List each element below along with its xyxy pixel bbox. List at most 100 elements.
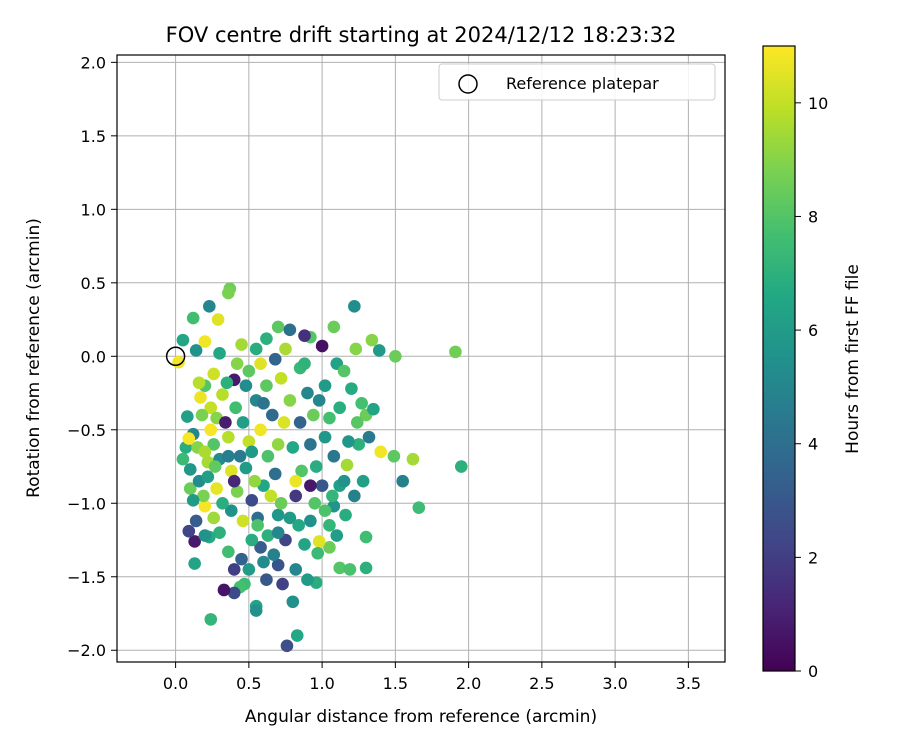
scatter-point [268,352,282,366]
scatter-point [227,586,241,600]
scatter-point [389,349,402,363]
scatter-point [181,410,194,423]
scatter-point [449,345,462,359]
scatter-point [182,432,196,445]
scatter-point [343,563,357,576]
scatter-point [198,445,212,459]
scatter-point [239,461,253,475]
scatter-point [188,557,201,570]
scatter-point [387,449,401,463]
colorbar-tick-label: 6 [808,321,818,340]
scatter-point [242,563,256,576]
y-axis-label: Rotation from reference (arcmin) [24,218,44,498]
legend-entry-reference: Reference platepar [506,74,659,93]
data-points [172,282,468,653]
scatter-point [245,494,259,507]
y-tick-label: −1.0 [67,494,106,513]
scatter-point [195,408,209,422]
scatter-point [207,367,220,381]
scatter-point [204,423,218,437]
scatter-point [264,489,278,503]
scatter-point [340,458,354,472]
scatter-point [339,508,352,522]
legend-box [438,63,716,101]
y-tick-label: 0.5 [81,274,106,293]
scatter-point [286,595,300,609]
scatter-point [348,300,361,313]
scatter-point [189,344,203,357]
scatter-point [289,474,303,488]
scatter-point [268,467,282,481]
y-tick-label: −1.5 [67,568,106,587]
scatter-point [323,519,336,532]
scatter-point [330,529,344,542]
scatter-point [356,474,370,488]
legend: Reference platepar [438,63,716,101]
y-tick-label: −0.5 [67,421,106,440]
scatter-point [327,449,341,463]
y-tick-label: 1.5 [81,127,106,146]
scatter-point [210,482,223,495]
scatter-point [245,533,259,547]
scatter-point [289,489,303,503]
scatter-point [220,376,234,390]
scatter-point [307,408,320,422]
scatter-point [261,449,275,463]
scatter-point [222,286,235,300]
scatter-point [283,511,297,525]
colorbar-tick-label: 8 [808,207,818,226]
y-tick-label: −2.0 [67,641,106,660]
scatter-point [298,357,311,370]
scatter-point [295,464,308,478]
scatter-point [342,435,355,448]
colorbar-gradient [762,45,796,672]
x-tick-label: 0.0 [163,674,188,693]
scatter-point [248,474,262,488]
scatter-point [271,558,285,572]
scatter-point [271,320,285,334]
scatter-point [235,552,248,566]
scatter-point [276,577,289,591]
scatter-point [312,535,326,548]
scatter-point [355,397,368,410]
scatter-point [315,479,329,492]
scatter-point [304,479,317,492]
scatter-point [277,416,291,429]
scatter-point [224,464,238,478]
colorbar-ticks: 0 2 4 6 8 10 [795,94,828,681]
y-tick-label: 1.0 [81,200,106,219]
scatter-point [186,494,200,507]
scatter-point [348,489,361,503]
scatter-point [227,563,241,576]
scatter-point [176,333,190,347]
scatter-point [249,604,263,617]
x-axis-ticks: 0.0 0.5 1.0 1.5 2.0 2.5 3.0 3.5 [163,662,701,693]
scatter-point [298,538,311,551]
x-tick-label: 0.5 [236,674,261,693]
reference-marker [165,346,186,367]
scatter-point [245,445,259,459]
scatter-point [189,514,203,528]
scatter-point [315,339,329,353]
colorbar-tick-label: 2 [808,548,818,567]
scatter-point [372,344,386,357]
scatter-point [260,332,273,345]
scatter-point [208,460,222,473]
scatter-point [207,438,220,451]
scatter-point [230,485,244,498]
scatter-point [242,435,256,448]
scatter-point [304,514,317,528]
x-tick-label: 1.0 [309,674,334,693]
y-tick-label: 2.0 [81,53,106,72]
scatter-point [201,470,215,484]
scatter-point [271,526,285,539]
scatter-point [312,394,326,407]
scatter-point [222,545,235,559]
colorbar-tick-label: 10 [808,94,828,113]
scatter-point [216,496,229,510]
scatter-point [283,323,297,337]
scatter-point [213,526,226,539]
scatter-point [327,320,341,334]
scatter-point [222,449,235,463]
scatter-point [211,313,225,326]
